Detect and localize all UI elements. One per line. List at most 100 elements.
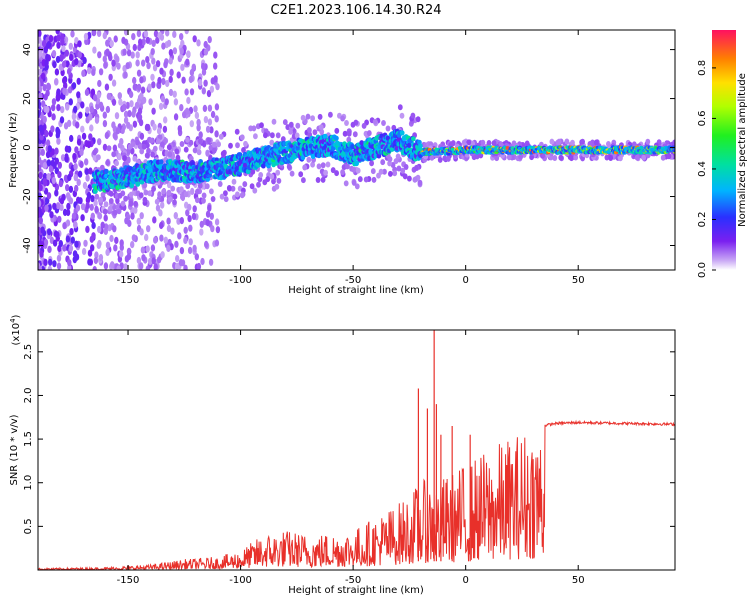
spectrogram-cell xyxy=(350,121,356,128)
spectrogram-cell xyxy=(178,259,184,267)
spectrogram-cell xyxy=(154,198,160,205)
spectrogram-cell xyxy=(92,46,97,54)
spectrogram-cell xyxy=(201,192,207,199)
spectrogram-cell xyxy=(412,176,418,183)
spectrogram-cell xyxy=(196,149,202,156)
spectrogram-cell xyxy=(40,72,46,80)
spectrogram-cell xyxy=(38,109,41,117)
spectrogram-cell xyxy=(176,71,181,79)
spectrogram-cell xyxy=(39,250,44,258)
spectrogram-cell xyxy=(89,203,94,211)
spectrogram-cell xyxy=(151,81,156,89)
spectrogram-cell xyxy=(92,149,98,156)
spectrogram-cell xyxy=(96,30,102,37)
spectrogram-cell xyxy=(69,228,74,236)
spectrogram-cell xyxy=(580,138,585,145)
spectrogram-cell xyxy=(195,188,200,195)
spectrogram-cell xyxy=(388,170,393,177)
spectrogram-cell xyxy=(42,84,47,92)
spectrogram-cell xyxy=(145,265,150,270)
spectrogram-cell xyxy=(73,174,79,182)
spectrogram-cell xyxy=(201,197,206,204)
spectrogram-cell xyxy=(47,204,52,212)
spectrogram-cell xyxy=(74,146,79,154)
spectrogram-cell xyxy=(42,172,48,181)
spectrogram-cell xyxy=(169,68,174,76)
spectrogram-cell xyxy=(58,63,64,71)
spectrogram-cell xyxy=(183,191,189,198)
spectrogram-cell xyxy=(208,144,214,151)
spectrogram-cell xyxy=(211,147,217,154)
spectrogram-cell xyxy=(83,32,89,41)
spectrogram-cell xyxy=(110,261,115,269)
spectrogram-cell xyxy=(442,155,448,162)
spectrogram-cell xyxy=(494,155,500,162)
snr-line xyxy=(38,419,675,570)
spectrogram-cell xyxy=(145,245,150,253)
spectrogram-cell xyxy=(85,174,90,182)
spectrogram-cell xyxy=(43,238,49,246)
spectrogram-cell xyxy=(50,125,55,133)
spectrogram-cell xyxy=(201,62,206,70)
spectrogram-cell xyxy=(157,191,162,199)
spectrogram-cell xyxy=(60,154,66,162)
spectrogram-cell xyxy=(85,106,90,114)
spectrogram-cell xyxy=(41,100,46,108)
spectrogram-cell xyxy=(52,260,57,268)
spectrogram-cell xyxy=(130,241,135,249)
spectrogram-cell xyxy=(56,254,62,262)
spectrogram-cell xyxy=(38,199,42,207)
spectrogram-cell xyxy=(89,235,95,243)
spectrogram-cell xyxy=(399,130,405,136)
spectrogram-cell xyxy=(209,212,214,220)
spectrogram-cell xyxy=(189,88,195,96)
spectrogram-cell xyxy=(38,184,43,192)
spectrogram-cell xyxy=(126,121,131,129)
spectrogram-cell xyxy=(172,193,178,200)
spectrogram-cell xyxy=(466,139,472,146)
spectrogram-cell xyxy=(139,228,144,236)
spectrogram-cell xyxy=(354,160,359,167)
spectrogram-cell xyxy=(182,111,187,119)
spectrogram-cell xyxy=(46,192,52,200)
spectrogram-cell xyxy=(66,119,72,127)
spectrogram-cell xyxy=(317,113,323,120)
spectrogram-cell xyxy=(97,138,102,146)
spectrogram-cell xyxy=(77,40,82,48)
spectrogram-cell xyxy=(117,92,123,100)
spectrogram-cell xyxy=(250,168,256,175)
spectrogram-cell xyxy=(256,181,261,188)
spectrogram-cell xyxy=(43,46,48,54)
spectrogram-cell xyxy=(80,203,86,211)
spectrogram-cell xyxy=(85,202,90,210)
spectrogram-cell xyxy=(54,147,59,155)
spectrogram-cell xyxy=(123,110,129,118)
spectrogram-cell xyxy=(122,48,127,56)
spectrogram-cell xyxy=(145,56,150,64)
spectrogram-cell xyxy=(159,221,164,230)
spectrogram-cell xyxy=(183,226,188,234)
spectrogram-cell xyxy=(174,240,179,248)
spectrogram-cell xyxy=(175,255,180,263)
spectrogram-cell xyxy=(161,77,166,86)
spectrogram-cell xyxy=(351,166,357,173)
spectrogram-cell xyxy=(180,63,185,71)
spectrogram-cell xyxy=(107,205,113,212)
spectrogram-cell xyxy=(196,118,201,126)
spectrogram-cell xyxy=(152,123,157,131)
spectrogram-cell xyxy=(132,76,137,85)
spectrogram-cell xyxy=(129,100,134,108)
spectrogram-cell xyxy=(47,145,52,153)
spectrogram-cell xyxy=(370,168,376,175)
spectrogram-cell xyxy=(300,114,306,121)
spectrogram-cell xyxy=(51,104,56,112)
spectrogram-cell xyxy=(136,217,141,225)
spectrogram-cell xyxy=(98,196,103,203)
spectrogram-cell xyxy=(62,87,67,95)
spectrogram-cell xyxy=(65,235,71,243)
spectrogram-cell xyxy=(131,234,137,242)
spectrogram-cell xyxy=(98,254,104,262)
spectrogram-cell xyxy=(146,62,151,70)
spectrogram-cell xyxy=(330,167,336,174)
spectrogram-cell xyxy=(156,127,162,135)
